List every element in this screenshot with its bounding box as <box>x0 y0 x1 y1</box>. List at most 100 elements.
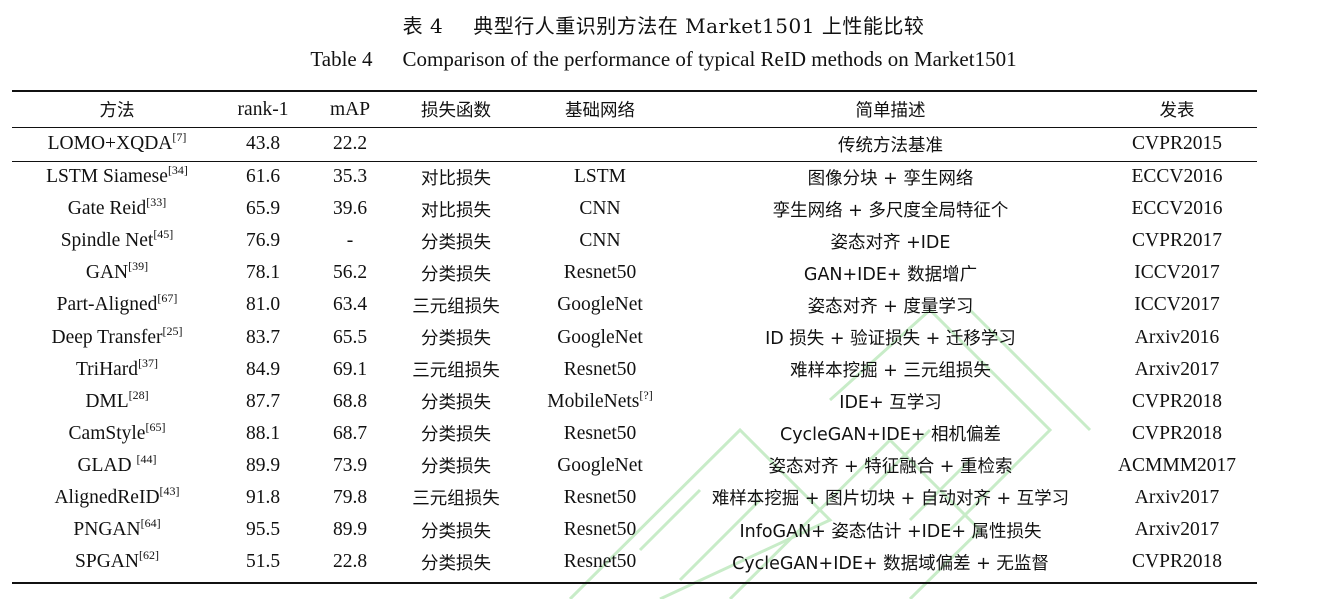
network-name: Resnet50 <box>563 422 637 444</box>
cell-publication: ACMMM2017 <box>1117 454 1237 476</box>
cell-map: 22.2 <box>332 133 368 154</box>
cell-publication: CVPR2018 <box>1132 551 1222 573</box>
header-publication: 发表 <box>1159 101 1195 121</box>
caption-en-label: Table 4 <box>310 47 373 71</box>
network-name: CNN <box>579 198 621 220</box>
method-name: PNGAN <box>73 519 141 541</box>
header-network: 基础网络 <box>565 101 635 121</box>
method-name: LOMO+XQDA <box>47 133 173 154</box>
comparison-table: 方法 rank-1 mAP 损失函数 基础网络 简单描述 发表 LOMO+XQD… <box>12 92 1257 578</box>
header-rank1: rank-1 <box>237 98 289 120</box>
method-name: GLAD <box>77 454 137 476</box>
table-row: AlignedReID[43] 91.8 79.8 三元组损失 Resnet50 难样本挖… <box>12 482 1257 514</box>
method-ref: [64] <box>140 516 161 531</box>
table-row: GLAD [44] 89.9 73.9 分类损失 GoogleNet 姿态对齐 + 特征融… <box>12 450 1257 482</box>
cell-rank1: 83.7 <box>245 326 281 348</box>
table-row: Part-Aligned[67] 81.0 63.4 三元组损失 GoogleNet 姿态… <box>12 289 1257 321</box>
method-name: GAN <box>85 262 129 284</box>
table-row: Gate Reid[33] 65.9 39.6 对比损失 CNN 孪生网络 + 多尺度全局… <box>12 193 1257 225</box>
method-ref: [44] <box>136 451 157 466</box>
method-name: Deep Transfer <box>51 326 163 348</box>
cell-loss: 分类损失 <box>421 457 491 478</box>
header-method: 方法 <box>99 101 135 121</box>
table-row: SPGAN[62] 51.5 22.8 分类损失 Resnet50 CycleGAN+ID… <box>12 546 1257 578</box>
network-name: CNN <box>579 230 621 252</box>
table-row: TriHard[37] 84.9 69.1 三元组损失 Resnet50 难样本挖掘 + … <box>12 354 1257 386</box>
cell-network: CNN <box>516 193 684 225</box>
cell-loss: 分类损失 <box>421 329 491 350</box>
method-ref: [39] <box>128 259 149 274</box>
cell-loss: 分类损失 <box>421 425 491 446</box>
cell-publication: CVPR2017 <box>1132 230 1222 252</box>
table-header-row: 方法 rank-1 mAP 损失函数 基础网络 简单描述 发表 <box>12 92 1257 127</box>
table-row: CamStyle[65] 88.1 68.7 分类损失 Resnet50 CycleGAN… <box>12 418 1257 450</box>
table-body: LSTM Siamese[34] 61.6 35.3 对比损失 LSTM 图像分块 + 孪… <box>12 161 1257 578</box>
cell-map: 73.9 <box>332 454 368 476</box>
network-name: MobileNets <box>547 390 640 412</box>
table-caption-chinese: 表 4 典型行人重识别方法在 Market1501 上性能比较 <box>0 10 1327 39</box>
network-name: Resnet50 <box>563 262 637 284</box>
table-row-baseline: LOMO+XQDA[7] 43.8 22.2 传统方法基准 CVPR2015 <box>12 127 1257 161</box>
cell-description: 难样本挖掘 + 三元组损失 <box>790 361 991 382</box>
cell-method: Deep Transfer[25] <box>12 321 222 353</box>
cell-description: 姿态对齐 + 度量学习 <box>807 296 974 317</box>
cell-network: GoogleNet <box>516 289 684 321</box>
cell-method: LSTM Siamese[34] <box>12 161 222 193</box>
table-baseline-rule <box>12 161 1257 162</box>
table-top-rule <box>12 90 1257 92</box>
method-name: LSTM Siamese <box>46 166 168 188</box>
cell-map: 69.1 <box>332 358 368 380</box>
cell-network <box>516 127 684 161</box>
cell-method: TriHard[37] <box>12 354 222 386</box>
cell-publication: ECCV2016 <box>1131 166 1223 188</box>
method-name: SPGAN <box>75 551 139 573</box>
cell-method: DML[28] <box>12 386 222 418</box>
network-name: GoogleNet <box>557 294 643 316</box>
cell-method: LOMO+XQDA[7] <box>12 127 222 161</box>
cell-loss: 分类损失 <box>421 232 491 253</box>
cell-method: GLAD [44] <box>12 450 222 482</box>
cell-rank1: 84.9 <box>245 358 281 380</box>
header-map: mAP <box>329 98 371 120</box>
cell-map: 56.2 <box>332 262 368 284</box>
cell-network: LSTM <box>516 161 684 193</box>
cell-rank1: 51.5 <box>245 551 281 573</box>
cell-loss: 分类损失 <box>421 521 491 542</box>
method-name: TriHard <box>75 358 139 380</box>
cell-description: CycleGAN+IDE+ 数据域偏差 + 无监督 <box>732 553 1049 574</box>
method-ref: [67] <box>157 291 178 306</box>
cell-method: Gate Reid[33] <box>12 193 222 225</box>
cell-rank1: 91.8 <box>245 486 281 508</box>
cell-rank1: 89.9 <box>245 454 281 476</box>
network-name: GoogleNet <box>557 454 643 476</box>
cell-network: CNN <box>516 225 684 257</box>
cell-loss: 三元组损失 <box>412 361 500 382</box>
cell-loss: 对比损失 <box>421 168 491 189</box>
cell-network: Resnet50 <box>516 514 684 546</box>
cell-description: 孪生网络 + 多尺度全局特征个 <box>772 200 1009 221</box>
cell-publication: CVPR2015 <box>1132 133 1222 154</box>
cell-network: Resnet50 <box>516 482 684 514</box>
cell-network: MobileNets[?] <box>516 386 684 418</box>
network-name: Resnet50 <box>563 519 637 541</box>
network-ref: [?] <box>639 387 653 402</box>
cell-rank1: 65.9 <box>245 198 281 220</box>
cell-loss: 对比损失 <box>421 200 491 221</box>
table-row: GAN[39] 78.1 56.2 分类损失 Resnet50 GAN+IDE+ 数据增广… <box>12 257 1257 289</box>
cell-rank1: 95.5 <box>245 519 281 541</box>
method-ref: [62] <box>138 548 159 563</box>
cell-map: 79.8 <box>332 486 368 508</box>
cell-network: Resnet50 <box>516 354 684 386</box>
header-loss: 损失函数 <box>421 101 491 121</box>
method-ref: [28] <box>128 387 149 402</box>
cell-network: GoogleNet <box>516 321 684 353</box>
cell-network: Resnet50 <box>516 418 684 450</box>
method-ref: [45] <box>153 227 174 242</box>
caption-cn-title: 典型行人重识别方法在 Market1501 上性能比较 <box>473 14 925 38</box>
cell-description: InfoGAN+ 姿态估计 +IDE+ 属性损失 <box>739 521 1042 542</box>
cell-rank1: 88.1 <box>245 422 281 444</box>
cell-map: 68.7 <box>332 422 368 444</box>
cell-map: 35.3 <box>332 166 368 188</box>
cell-publication: Arxiv2017 <box>1134 358 1220 380</box>
cell-description: 姿态对齐 + 特征融合 + 重检索 <box>768 457 1013 478</box>
